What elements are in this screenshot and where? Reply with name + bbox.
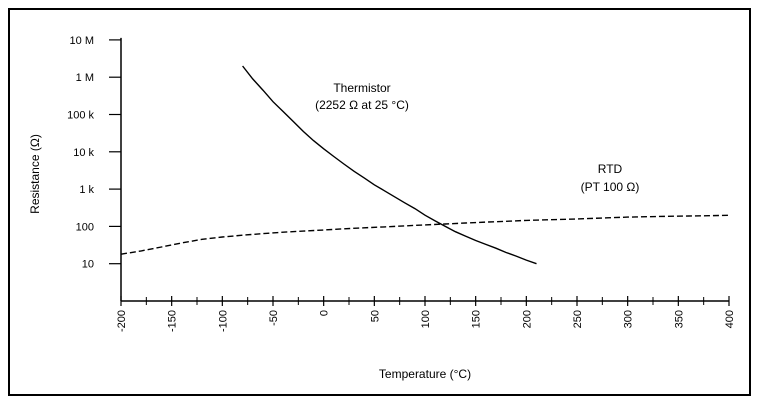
x-tick-label-11: 350 — [673, 310, 685, 328]
annotation-thermistor-line1: Thermistor — [333, 81, 390, 95]
annotation-thermistor-line2: (2252 Ω at 25 °C) — [315, 98, 409, 112]
y-axis-ticks: 10 100 1 k 10 k 100 k 1 M 10 M — [67, 35, 121, 271]
y-tick-label-5: 1 M — [76, 72, 94, 84]
x-tick-label-0: -200 — [116, 310, 128, 332]
series-line-rtd — [120, 214, 730, 255]
x-tick-label-7: 150 — [471, 310, 483, 328]
axes — [120, 37, 729, 302]
y-tick-label-6: 10 M — [70, 35, 94, 47]
x-tick-label-9: 250 — [572, 310, 584, 328]
y-tick-label-2: 1 k — [79, 184, 94, 196]
y-tick-label-0: 10 — [82, 259, 94, 271]
annotation-rtd-line2: (PT 100 Ω) — [581, 180, 640, 194]
x-tick-label-1: -150 — [167, 310, 179, 332]
x-tick-label-3: -50 — [268, 310, 280, 326]
y-tick-label-1: 100 — [76, 221, 94, 233]
x-tick-label-10: 300 — [623, 310, 635, 328]
y-tick-label-4: 100 k — [67, 110, 94, 122]
x-tick-label-4: 0 — [319, 310, 331, 316]
y-axis-title: Resistance (Ω) — [28, 134, 42, 214]
y-tick-label-3: 10 k — [73, 147, 94, 159]
x-tick-label-8: 200 — [521, 310, 533, 328]
x-axis-title: Temperature (°C) — [379, 367, 471, 381]
annotation-rtd-line1: RTD — [598, 162, 623, 176]
x-tick-label-2: -100 — [217, 310, 229, 332]
x-tick-label-12: 400 — [724, 310, 736, 328]
series-line-thermistor — [242, 65, 537, 265]
x-axis-ticks: -200 -150 -100 -50 0 50 100 150 200 250 300 350 400 — [116, 296, 736, 332]
x-tick-label-5: 50 — [369, 310, 381, 322]
chart-frame — [8, 8, 751, 396]
x-tick-label-6: 100 — [420, 310, 432, 328]
series-layer — [120, 65, 730, 265]
